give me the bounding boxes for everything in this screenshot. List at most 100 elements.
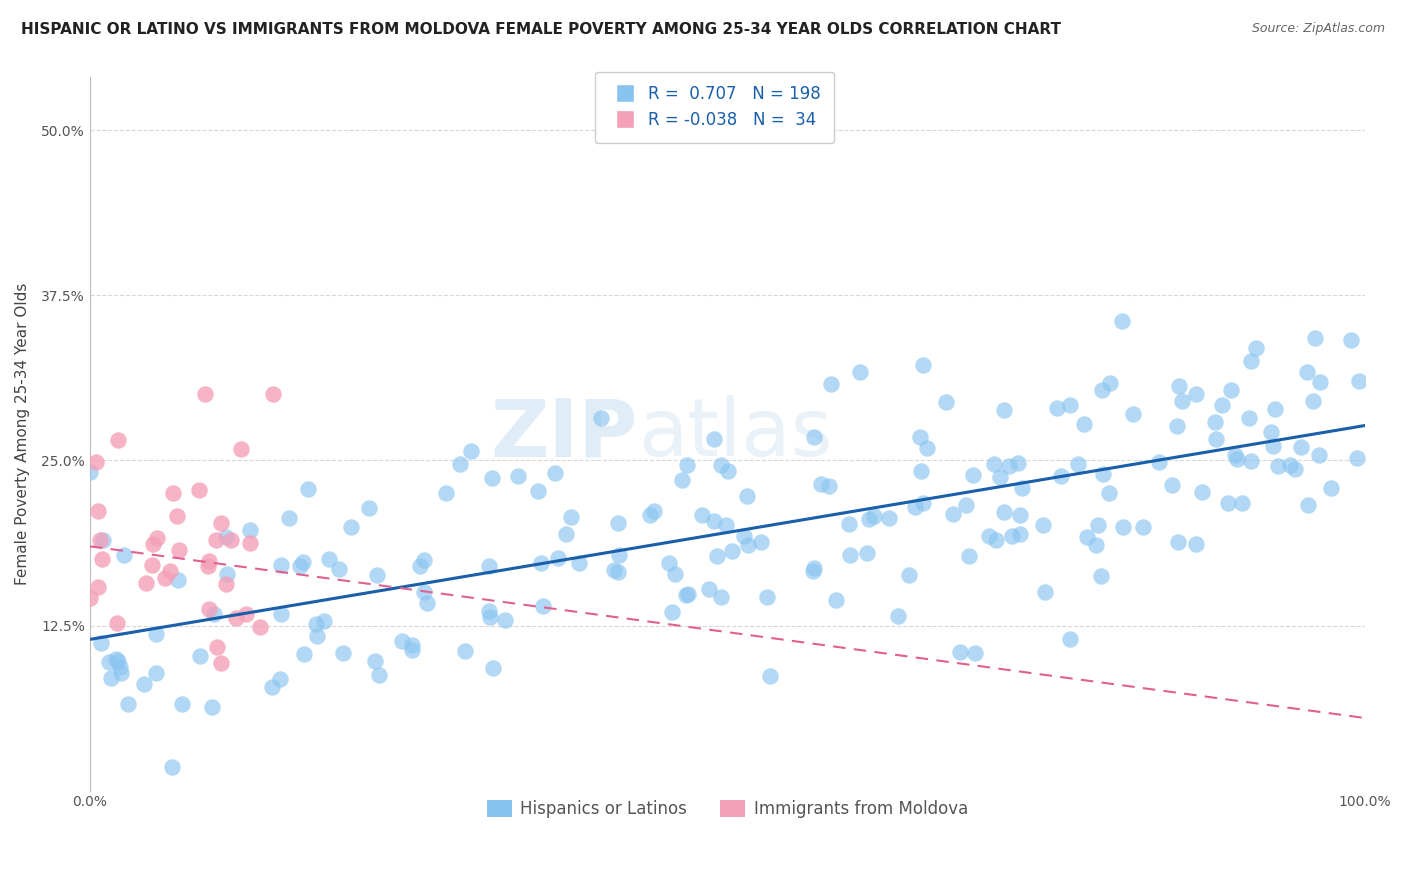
Point — [194, 387, 217, 401]
Point — [105, 651, 128, 665]
Point — [153, 571, 176, 585]
Point — [215, 566, 238, 581]
Point — [531, 599, 554, 613]
Point — [413, 584, 436, 599]
Point — [1218, 496, 1240, 510]
Point — [1168, 379, 1191, 393]
Point — [1319, 481, 1341, 495]
Point — [239, 523, 262, 537]
Point — [1267, 458, 1289, 473]
Point — [197, 602, 219, 616]
Point — [897, 568, 920, 582]
Point — [98, 655, 121, 669]
Text: HISPANIC OR LATINO VS IMMIGRANTS FROM MOLDOVA FEMALE POVERTY AMONG 25-34 YEAR OL: HISPANIC OR LATINO VS IMMIGRANTS FROM MO… — [21, 22, 1062, 37]
Point — [141, 558, 163, 572]
Point — [810, 476, 832, 491]
Point — [1066, 457, 1088, 471]
Point — [986, 533, 1008, 547]
Point — [589, 411, 612, 425]
Point — [1050, 468, 1073, 483]
Point — [1309, 376, 1331, 390]
Point — [1191, 484, 1213, 499]
Point — [1010, 527, 1032, 541]
Point — [817, 479, 839, 493]
Point — [269, 672, 291, 686]
Point — [146, 531, 169, 545]
Point — [290, 558, 312, 573]
Point — [481, 471, 503, 485]
Point — [1296, 365, 1319, 379]
Point — [910, 464, 932, 478]
Point — [332, 646, 354, 660]
Point — [305, 629, 328, 643]
Point — [758, 668, 780, 682]
Point — [367, 668, 389, 682]
Point — [339, 520, 361, 534]
Point — [803, 561, 825, 575]
Point — [1073, 417, 1095, 431]
Point — [957, 549, 980, 563]
Point — [188, 483, 211, 497]
Point — [640, 508, 662, 522]
Point — [1223, 448, 1246, 462]
Point — [858, 512, 880, 526]
Point — [1032, 517, 1054, 532]
Point — [494, 613, 516, 627]
Point — [1091, 383, 1114, 397]
Point — [108, 660, 131, 674]
Point — [908, 430, 931, 444]
Point — [84, 455, 107, 469]
Point — [416, 596, 439, 610]
Point — [803, 430, 825, 444]
Point — [1122, 408, 1144, 422]
Point — [107, 654, 129, 668]
Point — [134, 576, 156, 591]
Point — [270, 558, 292, 572]
Point — [839, 548, 862, 562]
Point — [737, 489, 759, 503]
Point — [270, 607, 292, 621]
Point — [107, 434, 129, 448]
Point — [1211, 398, 1233, 412]
Point — [1011, 481, 1033, 495]
Point — [1132, 520, 1154, 534]
Point — [142, 537, 165, 551]
Y-axis label: Female Poverty Among 25-34 Year Olds: Female Poverty Among 25-34 Year Olds — [15, 283, 30, 585]
Point — [235, 607, 257, 621]
Point — [482, 661, 505, 675]
Point — [229, 442, 252, 456]
Point — [904, 500, 927, 515]
Point — [675, 588, 697, 602]
Point — [529, 556, 551, 570]
Point — [877, 511, 900, 525]
Point — [1076, 530, 1098, 544]
Point — [1010, 508, 1032, 522]
Point — [697, 582, 720, 597]
Point — [90, 636, 112, 650]
Point — [262, 387, 284, 401]
Point — [1340, 334, 1362, 348]
Point — [848, 365, 870, 379]
Text: atlas: atlas — [638, 395, 832, 473]
Point — [239, 536, 262, 550]
Legend: Hispanics or Latinos, Immigrants from Moldova: Hispanics or Latinos, Immigrants from Mo… — [479, 794, 974, 825]
Point — [197, 558, 219, 573]
Point — [606, 566, 628, 580]
Point — [1204, 415, 1226, 429]
Point — [87, 580, 110, 594]
Point — [198, 554, 221, 568]
Point — [1302, 393, 1324, 408]
Point — [1246, 341, 1268, 355]
Point — [225, 610, 247, 624]
Point — [1001, 529, 1024, 543]
Point — [1007, 456, 1029, 470]
Point — [112, 548, 135, 562]
Point — [603, 564, 626, 578]
Point — [993, 505, 1015, 519]
Point — [305, 616, 328, 631]
Point — [292, 647, 315, 661]
Point — [607, 516, 630, 531]
Point — [863, 509, 886, 524]
Point — [1226, 452, 1249, 467]
Point — [1240, 354, 1263, 368]
